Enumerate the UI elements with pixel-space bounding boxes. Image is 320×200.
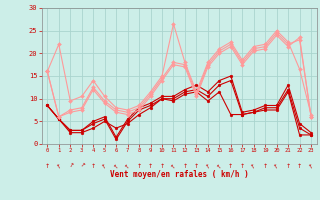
Text: ↑: ↑ <box>136 164 142 168</box>
Text: ↑: ↑ <box>124 162 131 170</box>
Text: ↑: ↑ <box>113 162 120 170</box>
Text: ↑: ↑ <box>297 164 302 168</box>
X-axis label: Vent moyen/en rafales ( km/h ): Vent moyen/en rafales ( km/h ) <box>110 170 249 179</box>
Text: ↑: ↑ <box>55 163 62 169</box>
Text: ↑: ↑ <box>170 162 177 170</box>
Text: ↑: ↑ <box>240 164 245 168</box>
Text: ↑: ↑ <box>228 164 233 168</box>
Text: ↑: ↑ <box>148 164 153 168</box>
Text: ↑: ↑ <box>194 164 199 168</box>
Text: ↑: ↑ <box>182 164 188 168</box>
Text: ↑: ↑ <box>216 162 223 170</box>
Text: ↑: ↑ <box>204 163 212 169</box>
Text: ↑: ↑ <box>250 163 257 169</box>
Text: ↑: ↑ <box>285 164 291 168</box>
Text: ↑: ↑ <box>101 163 108 169</box>
Text: ↑: ↑ <box>78 162 85 170</box>
Text: ↑: ↑ <box>263 164 268 168</box>
Text: ↑: ↑ <box>91 164 96 168</box>
Text: ↑: ↑ <box>273 163 280 169</box>
Text: ↑: ↑ <box>159 164 164 168</box>
Text: ↑: ↑ <box>308 163 315 169</box>
Text: ↑: ↑ <box>67 163 74 169</box>
Text: ↑: ↑ <box>45 164 50 168</box>
